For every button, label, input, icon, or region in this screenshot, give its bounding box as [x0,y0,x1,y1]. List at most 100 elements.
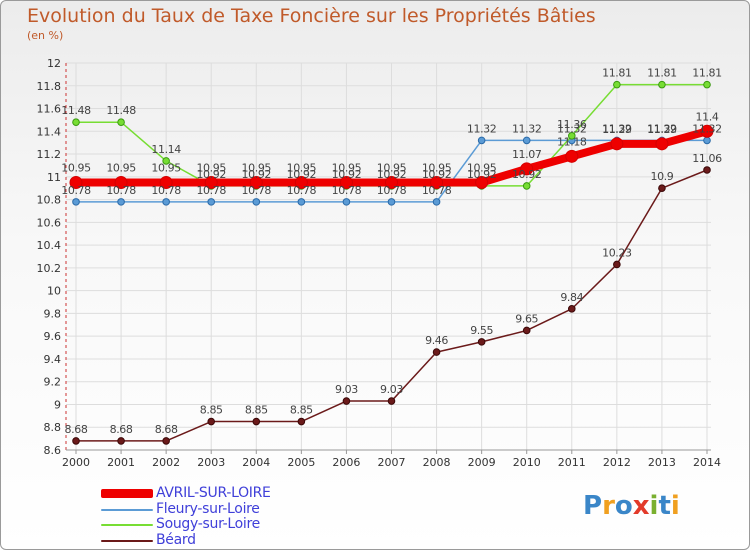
data-point-beard [297,417,306,426]
proxiti-logo: Proxiti [583,491,680,521]
data-point-beard [72,437,80,445]
logo-letter: r [602,491,615,521]
y-tick-label: 11.6 [37,103,62,116]
y-tick-label: 9 [54,398,61,411]
data-point-avril [114,176,128,190]
data-label-avril: 11.18 [557,135,587,148]
data-point-sougy [522,182,531,190]
data-label-sougy: 11.14 [151,143,181,156]
data-point-beard [567,305,576,313]
data-label-fleury: 10.78 [242,184,272,197]
data-point-fleury [207,198,216,206]
data-label-avril: 11.29 [647,123,677,136]
data-point-avril [475,176,489,190]
data-point-avril [385,176,398,190]
data-point-beard [522,326,531,335]
y-tick-label: 9.4 [44,353,62,366]
data-label-sougy: 11.81 [647,67,677,80]
data-point-avril [430,176,444,190]
data-point-fleury [72,198,80,206]
data-label-fleury: 11.32 [692,122,722,135]
data-label-beard: 8.85 [200,404,223,417]
x-tick-label: 2014 [693,456,721,469]
x-tick-label: 2004 [242,456,270,469]
data-point-beard [387,397,396,405]
unit-label: (en %) [27,29,64,42]
data-label-beard: 9.03 [335,383,358,396]
data-label-avril: 10.95 [61,162,91,175]
data-point-avril [159,176,173,190]
legend-swatch-fleury [101,508,153,511]
logo-letter: P [583,491,603,521]
data-label-beard: 8.85 [290,404,313,417]
legend-label: Fleury-sur-Loire [156,500,260,517]
data-label-sougy: 10.92 [196,168,226,181]
data-label-fleury: 11.32 [602,122,632,135]
data-label-beard: 9.55 [470,324,493,337]
data-point-beard [117,437,125,445]
data-label-sougy: 11.48 [61,104,91,117]
data-label-avril: 10.95 [151,162,181,175]
data-point-avril [655,137,669,151]
data-label-fleury: 11.32 [467,122,497,135]
y-tick-label: 10.2 [37,262,62,275]
data-label-fleury: 11.32 [557,122,587,135]
y-tick-label: 9.6 [44,330,62,343]
y-tick-label: 11 [47,171,61,184]
data-point-fleury [252,198,261,206]
legend-label: Sougy-sur-Loire [156,516,260,532]
y-tick-label: 10.6 [37,216,62,229]
data-point-beard [613,260,621,269]
data-point-avril [249,176,263,190]
data-point-sougy [72,118,80,126]
data-label-beard: 8.68 [155,423,178,436]
data-point-fleury [387,198,396,206]
x-tick-label: 2012 [603,456,631,469]
data-label-beard: 8.68 [65,423,88,436]
logo-letter: t [658,491,671,521]
y-tick-label: 9.2 [44,376,62,389]
data-label-sougy: 10.92 [377,168,407,181]
data-point-beard [703,166,711,174]
data-label-fleury: 10.78 [196,184,226,197]
data-label-beard: 9.84 [560,291,583,304]
data-point-fleury [477,136,486,145]
logo-letter: o [614,491,633,521]
data-point-sougy [613,80,621,89]
x-tick-label: 2007 [378,456,406,469]
data-label-fleury: 11.32 [512,122,542,135]
data-label-sougy: 10.92 [287,168,317,181]
data-point-avril [700,124,714,138]
data-point-beard [207,417,216,426]
data-point-fleury [297,198,306,206]
data-point-beard [162,437,170,445]
data-label-avril: 10.95 [332,162,362,175]
logo-letter: x [632,491,650,521]
data-point-fleury [342,198,351,206]
y-tick-label: 12 [47,57,61,70]
y-tick-label: 8.8 [44,421,62,434]
logo-letter: i [670,491,680,521]
y-tick-label: 10.8 [37,194,62,207]
data-point-avril [610,137,624,151]
data-point-fleury [162,198,170,206]
data-point-avril [565,149,579,163]
legend-swatch-beard [101,539,153,542]
legend-swatch-sougy [101,524,153,526]
data-label-beard: 8.85 [245,404,268,417]
data-point-beard [432,348,441,356]
data-label-avril: 11.07 [512,148,542,161]
data-label-avril: 10.95 [377,162,407,175]
legend-swatch-avril [101,489,153,498]
data-point-beard [477,338,486,346]
data-label-sougy: 10.92 [332,168,362,181]
data-label-avril: 10.95 [106,162,136,175]
data-label-avril: 11.4 [696,110,719,123]
x-tick-label: 2006 [332,456,360,469]
y-tick-label: 10.4 [37,239,62,252]
x-tick-label: 2001 [107,456,135,469]
data-label-sougy: 11.36 [557,118,587,131]
data-label-fleury: 10.78 [151,184,181,197]
